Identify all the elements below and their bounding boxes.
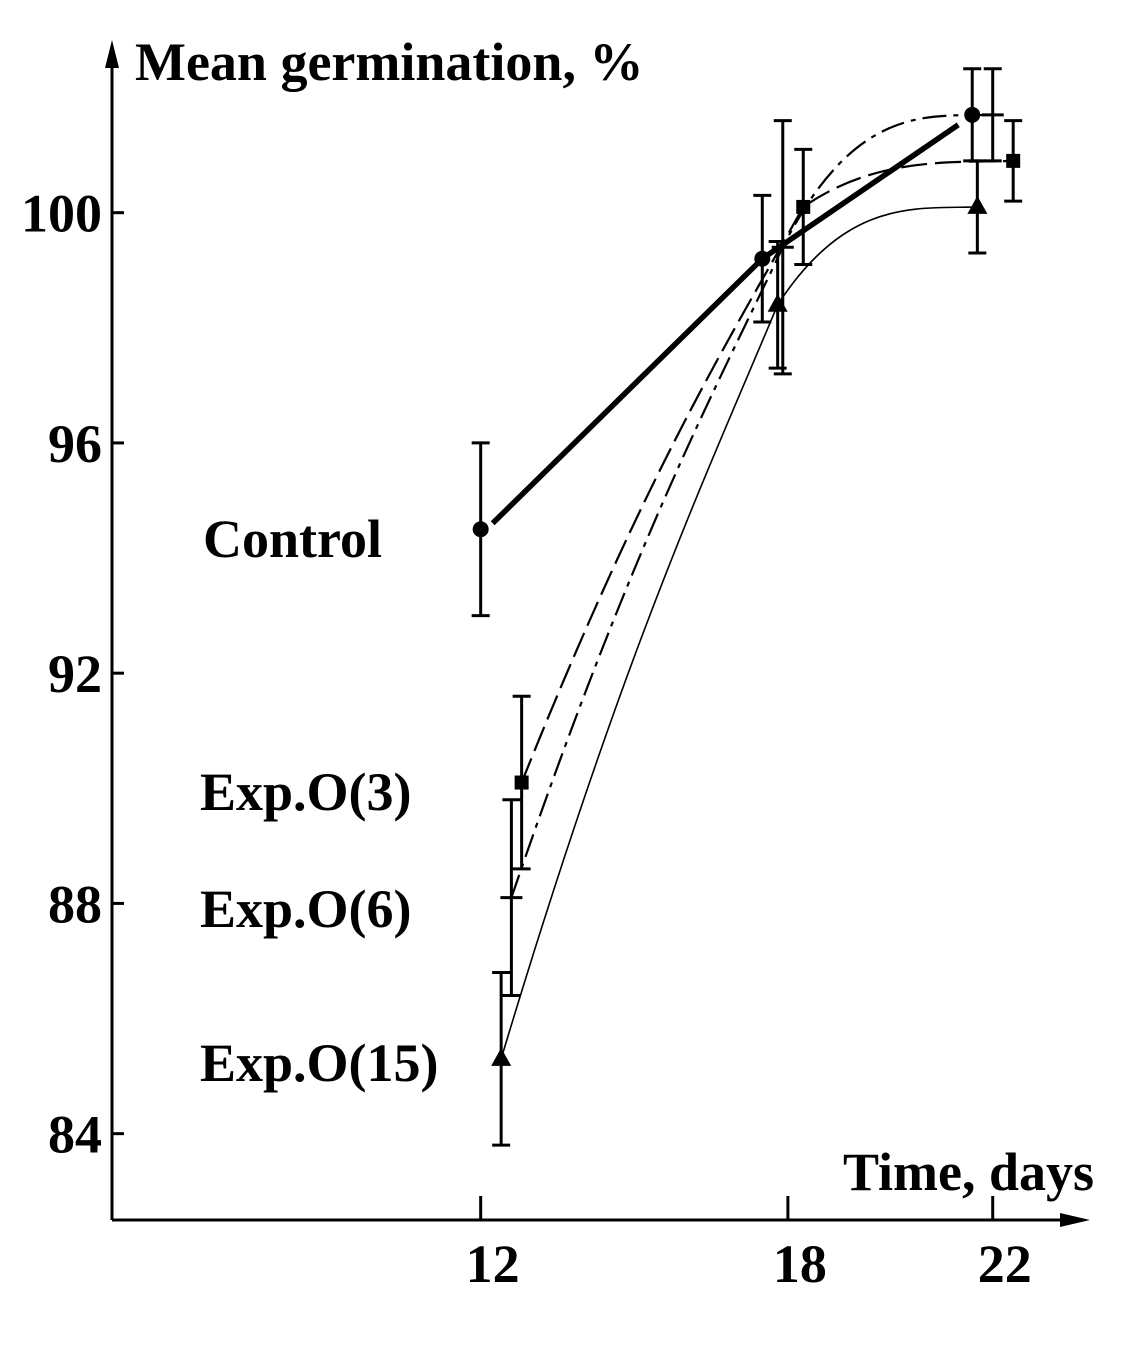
series-curves: [490, 113, 1014, 1060]
data-point-square: [1006, 153, 1021, 168]
y-tick-label: 88: [48, 874, 102, 934]
y-axis-arrow: [105, 40, 119, 68]
y-tick-label: 92: [48, 644, 102, 704]
x-tick-label: 22: [978, 1234, 1032, 1294]
x-tick-label: 12: [466, 1234, 520, 1294]
series-label-control: Control: [203, 509, 382, 569]
data-point-square: [514, 775, 529, 790]
data-point-triangle: [967, 195, 988, 214]
series-line-0: [490, 122, 960, 526]
x-tick-label: 18: [773, 1234, 827, 1294]
data-point-triangle: [491, 1047, 512, 1066]
series-line-1: [520, 159, 1014, 783]
data-point-circle: [964, 106, 981, 123]
y-tick-label: 100: [21, 184, 102, 244]
data-point-triangle: [767, 293, 788, 312]
x-axis-arrow: [1060, 1213, 1090, 1227]
data-point-square: [796, 199, 811, 214]
series-label-exp-o3: Exp.O(3): [200, 762, 412, 822]
y-axis-title: Mean germination, %: [135, 32, 643, 92]
series-line-2: [510, 113, 993, 899]
axes: 84 88 92 96 100 12 18 22: [21, 40, 1090, 1294]
x-axis-title: Time, days: [843, 1142, 1094, 1202]
data-point-circle: [754, 250, 771, 267]
data-marks: [471, 67, 1023, 1147]
series-label-exp-o15: Exp.O(15): [200, 1033, 439, 1093]
series-label-exp-o6: Exp.O(6): [200, 879, 412, 939]
data-point-circle: [472, 521, 489, 538]
series-line-3: [500, 206, 978, 1060]
y-tick-label: 84: [48, 1105, 102, 1165]
y-tick-label: 96: [48, 414, 102, 474]
